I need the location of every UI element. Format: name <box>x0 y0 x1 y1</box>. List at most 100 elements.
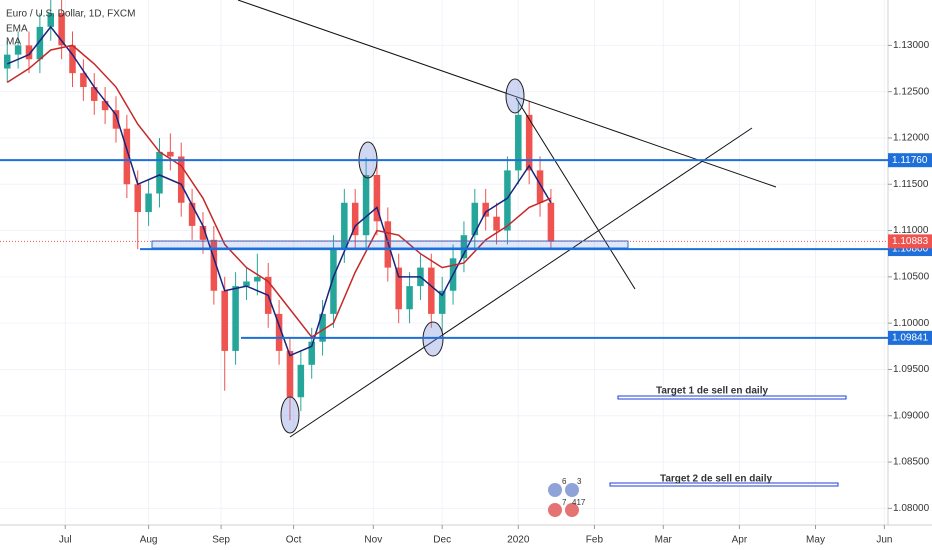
x-tick-label: Apr <box>732 535 748 546</box>
annotation: Target 1 de sell en daily <box>656 386 769 397</box>
candle-body <box>145 193 152 213</box>
candle-body <box>547 202 555 242</box>
x-tick-label: Feb <box>586 535 604 546</box>
candle-body <box>36 26 44 60</box>
candle-body <box>351 202 359 236</box>
plot-area <box>0 0 888 525</box>
legend-entry: MA <box>6 37 21 48</box>
y-tick-label: 1.11500 <box>893 179 929 190</box>
trend-line <box>289 127 753 438</box>
candle-body <box>438 290 446 314</box>
candle-body <box>221 290 228 351</box>
trend-line <box>237 0 777 188</box>
y-tick-label: 1.11000 <box>893 225 929 236</box>
candle-body <box>112 110 120 129</box>
candle-body <box>308 341 315 365</box>
candle-body <box>504 170 511 231</box>
level-tag <box>888 330 932 345</box>
candle-body <box>362 175 370 236</box>
candle-body <box>395 267 402 310</box>
zone-box <box>151 240 629 249</box>
y-tick-label: 1.08000 <box>893 503 930 514</box>
badge-label: 6 <box>562 477 567 486</box>
x-tick-label: May <box>806 535 825 546</box>
indicator-line <box>6 25 552 357</box>
candle-body <box>297 364 305 398</box>
candle-body <box>3 54 11 69</box>
candle-body <box>515 114 522 171</box>
candle-body <box>188 202 196 226</box>
candle-body <box>232 286 239 351</box>
x-tick-label: Aug <box>140 535 158 546</box>
y-tick-label: 1.08500 <box>893 457 930 468</box>
annotation: Target 2 de sell en daily <box>660 474 773 485</box>
chart-title: Euro / U.S. Dollar, 1D, FXCM <box>6 9 135 20</box>
y-tick-label: 1.09000 <box>893 410 930 421</box>
candle-body <box>525 114 533 171</box>
x-tick-label: Sep <box>212 535 230 546</box>
last-price-tag <box>888 234 932 249</box>
candle-body <box>90 87 98 101</box>
x-tick-label: 2020 <box>507 535 530 546</box>
marker-ellipse <box>422 321 444 357</box>
badge-label: 7 <box>562 498 567 507</box>
candle-body <box>134 184 141 213</box>
indicator-line <box>6 44 552 339</box>
candle-body <box>460 235 468 259</box>
candle-body <box>254 276 261 282</box>
candle-body <box>25 45 33 60</box>
candle-body <box>373 175 381 222</box>
level-tag <box>888 153 932 168</box>
drawings <box>151 0 847 487</box>
y-tick-label: 1.12500 <box>893 86 930 97</box>
y-tick-label: 1.10500 <box>893 271 930 282</box>
x-tick-label: Dec <box>433 535 451 546</box>
candle-body <box>341 202 348 250</box>
candle-body <box>319 313 326 342</box>
target-box <box>617 395 847 400</box>
level-label: 1.10800 <box>892 244 929 255</box>
candle-body <box>428 267 435 314</box>
legend-entry: EMA <box>6 24 28 35</box>
candle-body <box>199 225 207 240</box>
trend-line <box>515 97 636 290</box>
candle-body <box>80 73 87 88</box>
candle-body <box>47 12 55 27</box>
candle-body <box>493 216 500 231</box>
badge <box>548 503 562 517</box>
candle-body <box>101 100 109 111</box>
target-box <box>609 482 839 487</box>
badges: 6 3 7 417 <box>548 477 586 517</box>
badge <box>565 503 579 517</box>
candle-body <box>275 313 283 351</box>
x-tick-label: Oct <box>286 535 302 546</box>
candle-body <box>482 202 489 217</box>
level-label: 1.09841 <box>892 333 929 344</box>
candle-body <box>286 350 294 398</box>
level-label: 1.11760 <box>892 155 928 166</box>
y-tick-label: 1.12000 <box>893 133 930 144</box>
badge <box>548 483 562 497</box>
x-tick-label: Jul <box>59 535 72 546</box>
candle-body <box>471 202 479 236</box>
candle-body <box>406 286 413 310</box>
last-price-label: 1.10883 <box>892 236 929 247</box>
y-tick-label: 1.10000 <box>893 318 930 329</box>
candle-body <box>536 170 544 203</box>
candle-body <box>123 128 131 185</box>
y-tick-label: 1.13000 <box>893 40 930 51</box>
badge-label: 3 <box>577 477 582 486</box>
marker-ellipse <box>280 396 300 434</box>
candle-body <box>243 281 250 287</box>
marker-ellipse <box>505 78 525 114</box>
candle-body <box>210 239 218 291</box>
x-tick-label: Mar <box>655 535 673 546</box>
badge-label: 417 <box>572 498 586 507</box>
candle-body <box>58 12 65 46</box>
y-tick-label: 1.09500 <box>893 364 930 375</box>
candle-body <box>156 151 163 194</box>
candle-body <box>14 45 22 55</box>
candle-body <box>177 156 185 203</box>
